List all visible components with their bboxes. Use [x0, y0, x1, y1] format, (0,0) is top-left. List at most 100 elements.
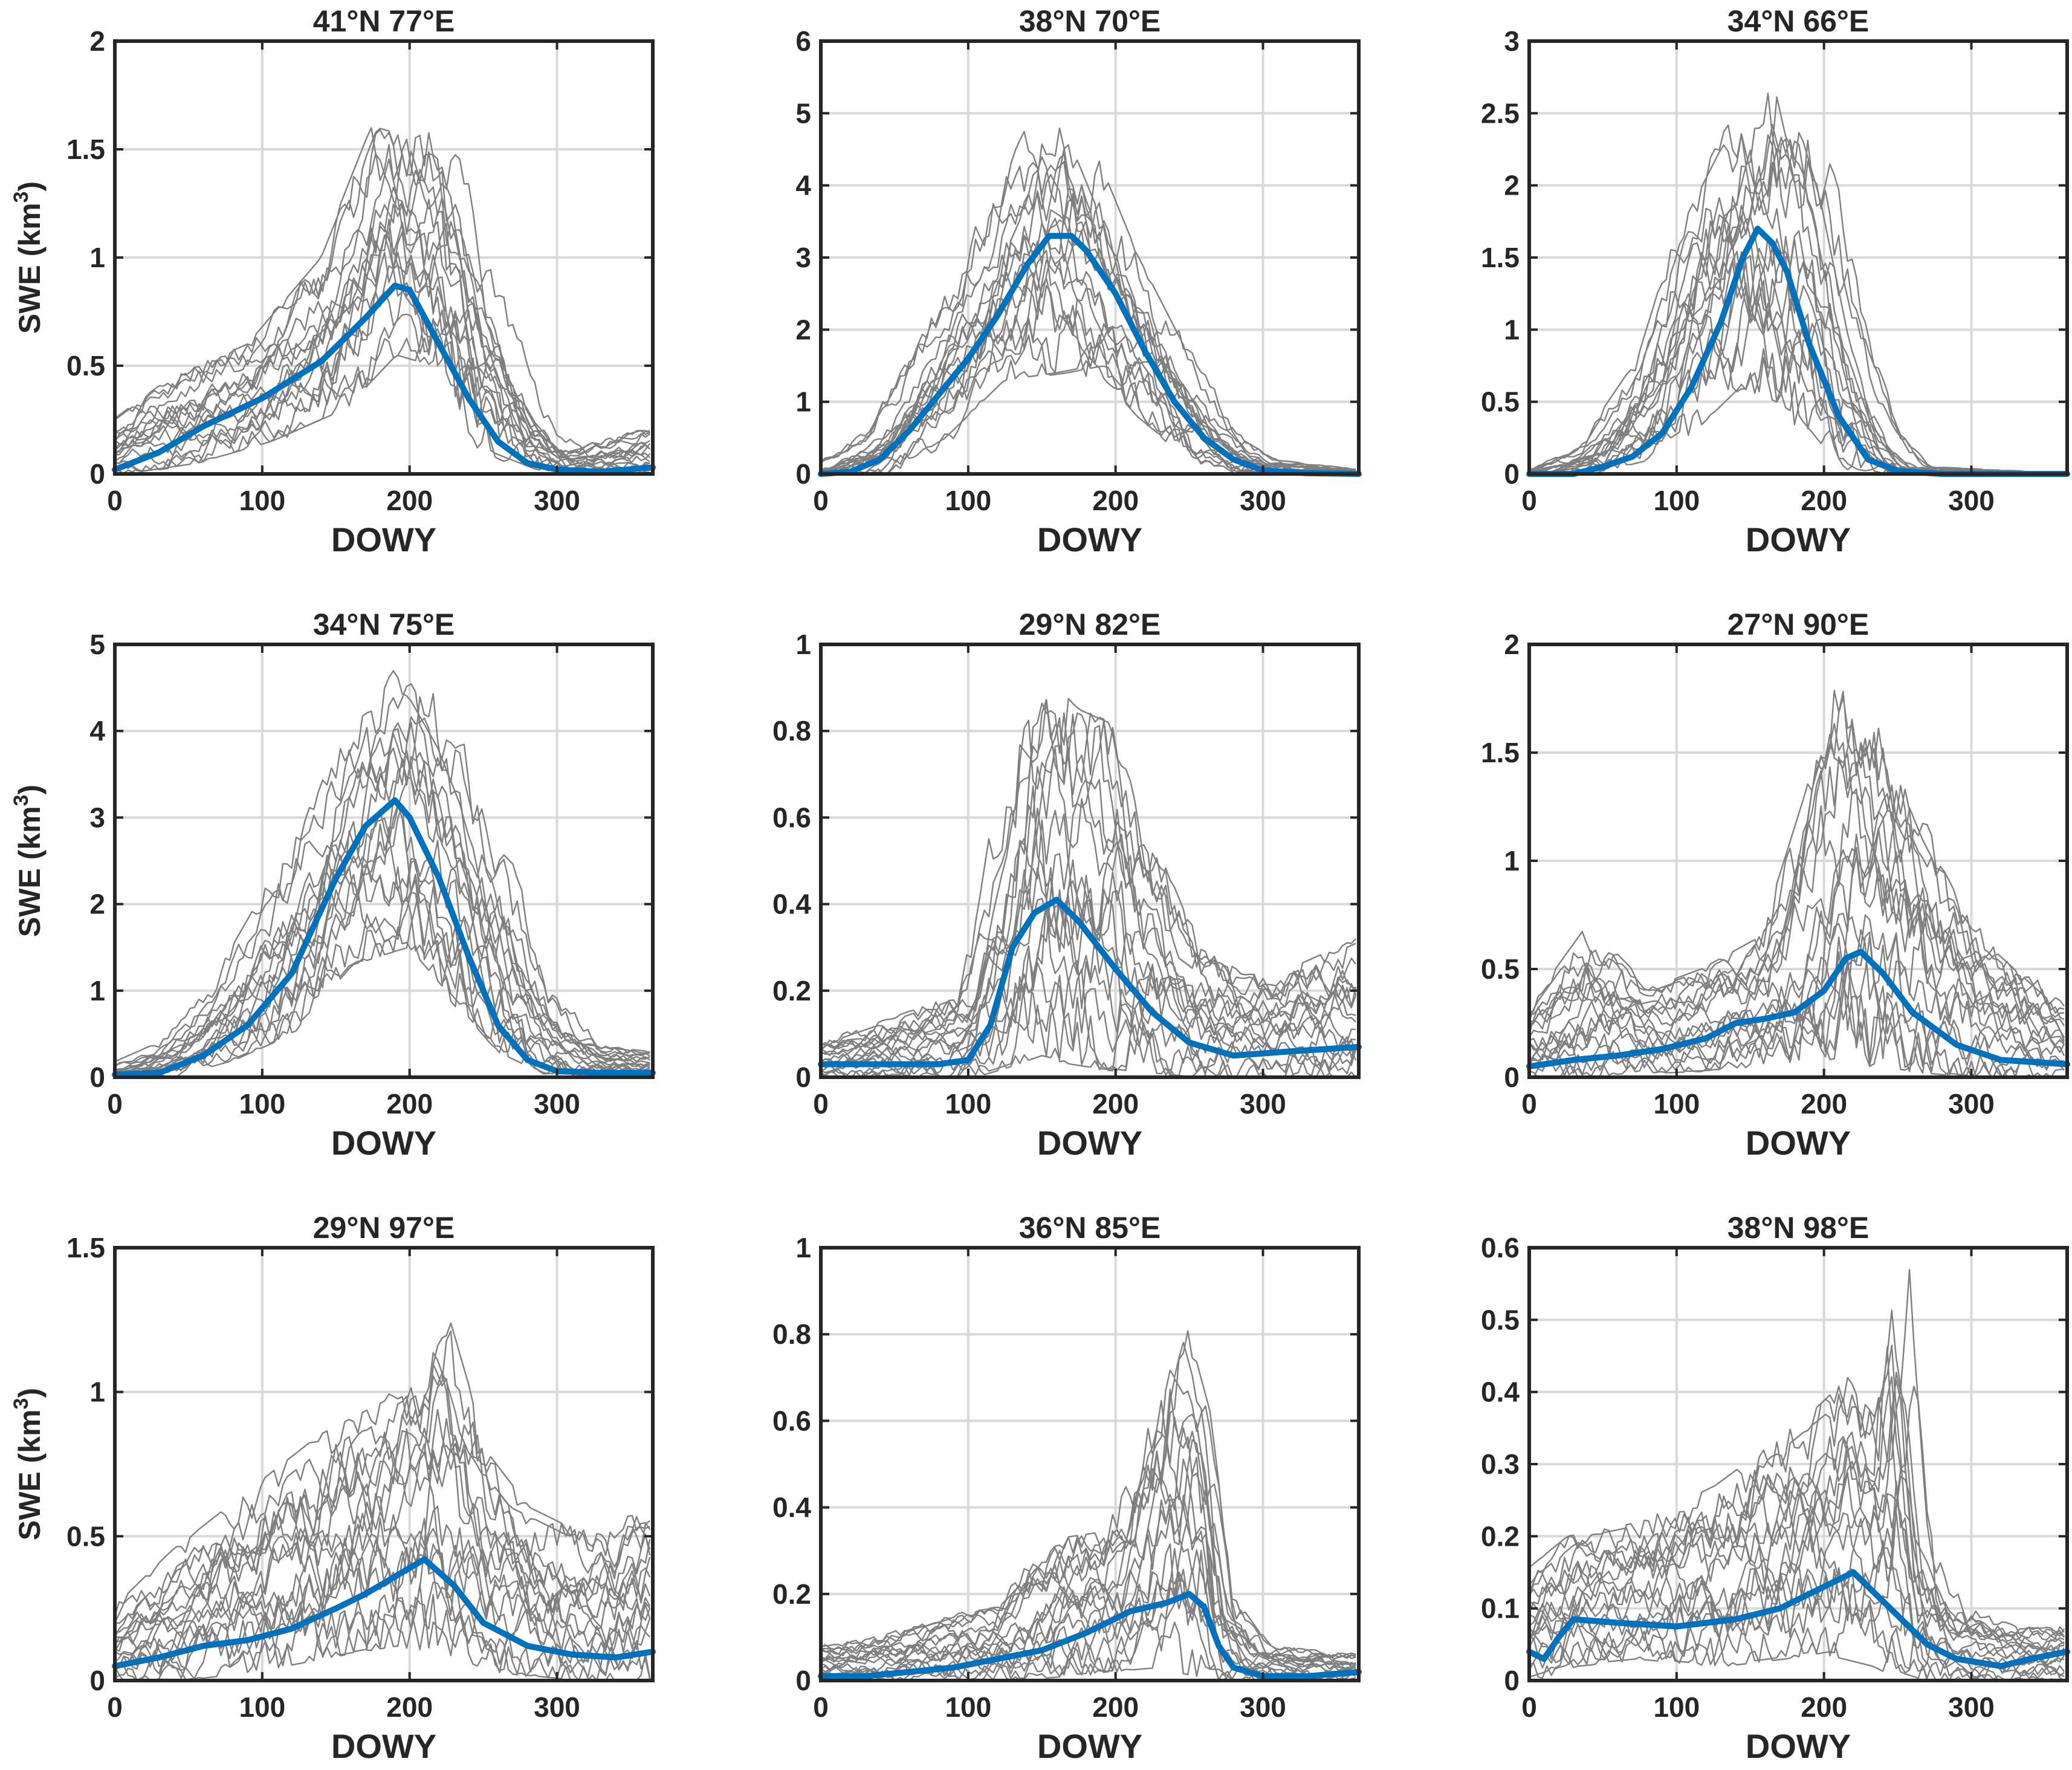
year-series-line [820, 717, 1357, 1055]
year-series-line [1529, 1479, 2065, 1662]
year-series-line [820, 968, 1357, 1077]
y-tick-label: 2 [89, 889, 105, 920]
y-tick-label: 0.5 [1481, 386, 1520, 418]
year-series-line [1529, 696, 2065, 1028]
y-tick-label: 0 [1504, 458, 1520, 490]
y-axis-label: SWE (km3) [10, 785, 47, 937]
x-tick-label: 200 [1092, 485, 1139, 516]
y-tick-label: 0 [89, 1062, 105, 1093]
y-tick-label: 0.3 [1481, 1448, 1520, 1480]
panel-8: 0 100 200 300 0 0.2 0.4 0.6 0.8 1 36°N 85°E DOWY [772, 1211, 1362, 1765]
year-series-line [1529, 1346, 2065, 1650]
x-axis-label: DOWY [1746, 520, 1851, 559]
year-series-line [114, 892, 650, 1078]
y-tick-label: 1.5 [1481, 737, 1520, 768]
axes-box [113, 1246, 655, 1682]
y-tick-label: 1 [89, 242, 105, 273]
year-series-line [820, 230, 1356, 473]
x-tick-label: 0 [1521, 485, 1537, 516]
y-tick-label: 5 [89, 629, 105, 660]
year-series-line [114, 1443, 651, 1652]
panel-9: 0 100 200 300 0 0.1 0.2 0.3 0.4 0.5 0.6 38°N 98°E DO… [1481, 1211, 2070, 1765]
year-series-line [1529, 1607, 2065, 1682]
year-series-line [1528, 849, 2065, 1051]
year-series-line [1528, 1475, 2065, 1655]
mean-series-line [818, 233, 1362, 477]
y-tick-label: 4 [795, 170, 811, 201]
mean-series-line [1526, 225, 2070, 477]
y-tick-label: 2 [89, 25, 105, 57]
year-series-line [114, 683, 650, 1067]
y-tick-label: 0 [89, 458, 105, 490]
x-tick-label: 300 [1948, 1088, 1995, 1120]
year-series-line [114, 1409, 651, 1652]
year-series-line [820, 1416, 1356, 1665]
year-series-line [114, 823, 650, 1073]
year-series-line [1529, 166, 2065, 475]
y-tick-label: 0.4 [772, 1492, 811, 1523]
mean-series-line [112, 1556, 656, 1670]
y-tick-label: 0.2 [772, 975, 811, 1007]
y-tick-label: 0.5 [66, 350, 105, 381]
panel-title: 29°N 97°E [313, 1211, 455, 1245]
x-tick-label: 200 [1801, 485, 1847, 516]
panel-title: 36°N 85°E [1019, 1211, 1161, 1245]
year-series-line [820, 144, 1356, 472]
year-series-line [114, 866, 650, 1077]
y-tick-label: 0.6 [772, 802, 811, 833]
year-series-line [114, 1539, 651, 1668]
x-tick-label: 0 [107, 1088, 123, 1120]
y-tick-label: 0 [795, 1665, 811, 1696]
x-axis-label: DOWY [331, 1727, 436, 1765]
y-axis-label: SWE (km3) [10, 181, 47, 334]
x-tick-label: 0 [107, 485, 123, 516]
panel-1: 0 100 200 300 0 0.5 1 1.5 2 41°N 77°E DOWY SWE (km3… [10, 4, 656, 559]
x-axis-label: DOWY [1037, 520, 1142, 559]
x-tick-label: 300 [1240, 485, 1286, 516]
year-series-line [114, 1352, 651, 1638]
year-series-line [1529, 1309, 2065, 1639]
y-tick-label: 0.4 [772, 889, 811, 920]
year-series-line [114, 857, 650, 1076]
x-tick-label: 200 [1092, 1691, 1139, 1723]
year-series-line [1529, 1460, 2065, 1669]
year-series-line [114, 129, 650, 455]
year-series-line [114, 291, 650, 475]
year-series-line [820, 699, 1356, 1049]
year-series-line [114, 1372, 651, 1616]
year-series-line [820, 131, 1356, 472]
panel-title: 38°N 98°E [1727, 1211, 1870, 1245]
year-series-line [114, 144, 650, 455]
y-tick-label: 0.6 [1481, 1232, 1520, 1263]
panel-title: 34°N 66°E [1727, 4, 1870, 38]
year-series-line [114, 1418, 651, 1641]
year-series-line [1529, 929, 2065, 1078]
year-series-line [114, 138, 650, 458]
mean-series-line [112, 797, 656, 1078]
panel-title: 29°N 82°E [1019, 608, 1161, 641]
year-series-line [821, 1330, 1356, 1658]
x-tick-label: 300 [1948, 485, 1995, 516]
year-series-line [1529, 290, 2065, 475]
y-tick-label: 1 [1504, 314, 1520, 345]
year-series-line [114, 890, 650, 1077]
year-series-line [820, 1517, 1356, 1678]
y-tick-label: 1.5 [66, 1232, 105, 1263]
x-tick-label: 100 [239, 1691, 285, 1723]
x-tick-label: 100 [945, 1088, 991, 1120]
x-tick-label: 300 [1948, 1691, 1995, 1723]
year-series-line [820, 807, 1356, 1067]
x-axis-label: DOWY [331, 520, 436, 559]
year-series-line [1529, 690, 2065, 1020]
year-series-line [820, 719, 1356, 1052]
x-tick-label: 0 [813, 485, 829, 516]
x-tick-label: 200 [386, 485, 433, 516]
x-tick-label: 0 [813, 1088, 829, 1120]
year-series-line [114, 1322, 650, 1624]
y-tick-label: 1.5 [66, 134, 105, 165]
year-series-line [820, 945, 1357, 1078]
year-series-line [114, 158, 650, 461]
x-tick-label: 100 [1653, 485, 1700, 516]
panel-2: 0 100 200 300 0 1 2 3 4 5 6 38°N 70°E DOWY [795, 4, 1362, 559]
y-tick-label: 6 [795, 25, 811, 57]
